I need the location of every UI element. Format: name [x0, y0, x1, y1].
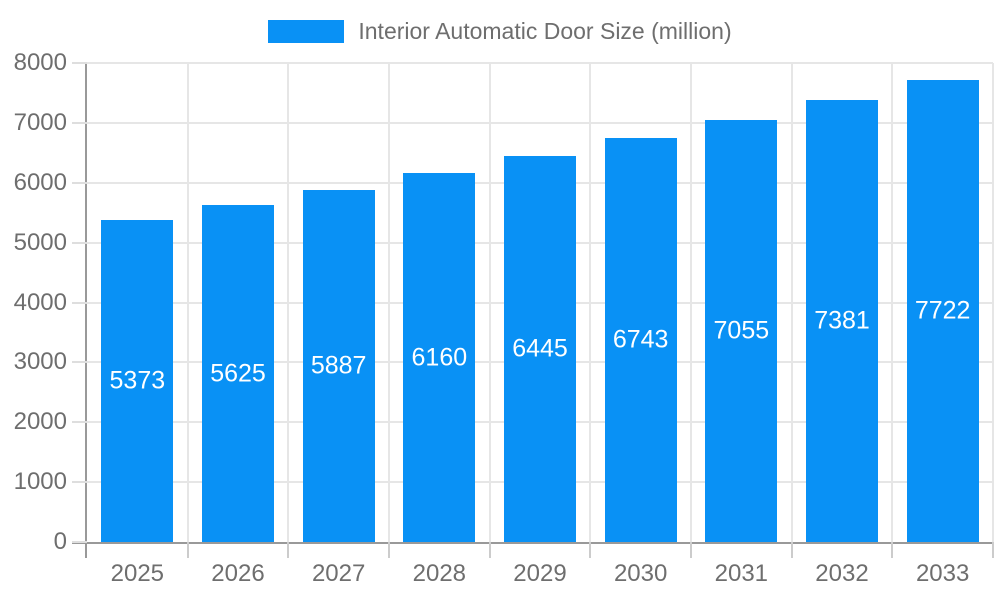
x-gridline — [488, 63, 491, 542]
x-axis-label: 2028 — [412, 560, 467, 587]
bar-2032[interactable]: 7381 — [806, 100, 878, 542]
y-axis-label: 3000 — [13, 348, 67, 376]
plot-area: 0 1000 2000 3000 4000 5000 6000 7000 8000 5373 202… — [14, 49, 994, 587]
bar-2029[interactable]: 6445 — [504, 156, 576, 542]
x-axis-label: 2031 — [714, 560, 769, 587]
bar-2030[interactable]: 6743 — [604, 138, 677, 542]
x-axis-label: 2033 — [915, 560, 970, 587]
x-axis-tick — [186, 542, 189, 558]
x-gridline — [690, 63, 692, 542]
bar-value-label: 7055 — [713, 316, 770, 345]
x-axis-tick — [891, 542, 894, 558]
x-axis-label: 2030 — [613, 560, 668, 587]
x-gridline — [790, 63, 793, 542]
x-axis-tick — [589, 542, 592, 558]
bar-2033[interactable]: 7722 — [906, 80, 979, 542]
y-axis-label: 5000 — [13, 228, 67, 256]
x-axis-label: 2025 — [110, 560, 165, 587]
y-axis-tick — [72, 301, 87, 304]
bar-value-label: 7381 — [814, 306, 870, 335]
legend[interactable]: Interior Automatic Door Size (million) — [0, 19, 1000, 44]
bar-2028[interactable]: 6160 — [403, 173, 476, 542]
x-axis-tick — [488, 542, 491, 558]
bar-value-label: 6160 — [411, 343, 468, 371]
bar-value-label: 7722 — [914, 296, 971, 325]
x-axis-tick — [388, 542, 390, 558]
x-axis-label: 2027 — [311, 560, 366, 587]
x-axis-label: 2032 — [815, 560, 869, 587]
y-axis-label: 0 — [53, 528, 67, 555]
y-axis-label: 2000 — [13, 408, 67, 436]
x-gridline — [287, 63, 290, 542]
x-axis-tick — [992, 542, 994, 558]
y-gridline — [87, 62, 993, 64]
bar-2026[interactable]: 5625 — [202, 205, 274, 542]
bar-value-label: 5625 — [210, 359, 266, 387]
bar-value-label: 6445 — [512, 334, 568, 363]
legend-swatch-icon — [268, 20, 345, 43]
y-axis-tick — [72, 62, 87, 64]
y-axis-label: 4000 — [13, 288, 67, 316]
y-axis-label: 7000 — [13, 108, 67, 136]
bar-2031[interactable]: 7055 — [705, 120, 778, 542]
x-axis-label: 2026 — [211, 560, 265, 587]
y-axis-label: 6000 — [13, 168, 67, 196]
x-gridline — [891, 63, 894, 542]
x-gridline — [992, 63, 994, 542]
y-axis-tick — [72, 481, 87, 484]
y-axis-label: 8000 — [13, 49, 67, 76]
bar-value-label: 5373 — [109, 366, 166, 395]
x-gridline — [388, 63, 390, 542]
y-axis-label: 1000 — [13, 468, 67, 496]
x-axis-tick — [790, 542, 793, 558]
x-gridline — [186, 63, 189, 542]
y-axis-tick — [72, 181, 87, 184]
x-axis-label: 2029 — [513, 560, 567, 587]
y-axis-line — [85, 63, 87, 558]
bar-value-label: 5887 — [310, 351, 367, 380]
x-axis-tick — [287, 542, 290, 558]
bar-2025[interactable]: 5373 — [101, 220, 174, 542]
y-axis-tick — [72, 361, 87, 364]
y-axis-tick — [72, 241, 87, 244]
y-gridline — [87, 121, 993, 124]
legend-label: Interior Automatic Door Size (million) — [358, 18, 732, 44]
x-gridline — [589, 63, 592, 542]
y-axis-tick — [72, 121, 87, 124]
x-axis-tick — [690, 542, 692, 558]
bar-2027[interactable]: 5887 — [302, 190, 375, 542]
bar-value-label: 6743 — [612, 325, 669, 354]
y-axis-tick — [72, 541, 87, 543]
x-axis-line — [72, 542, 993, 544]
y-axis-tick — [72, 421, 87, 424]
